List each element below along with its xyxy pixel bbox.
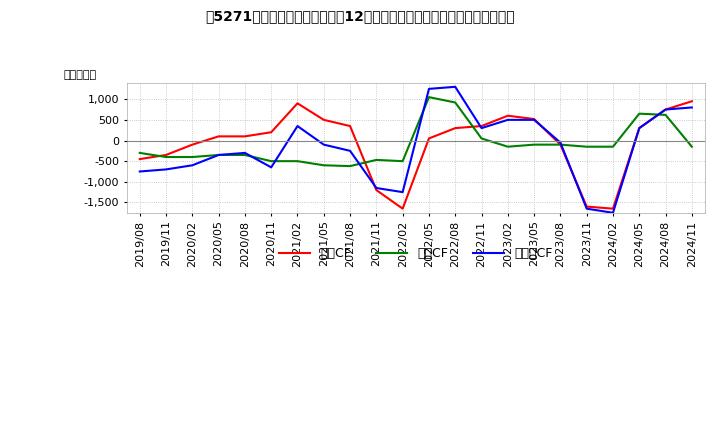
営業CF bbox=[372, 187, 381, 193]
フリーCF bbox=[582, 206, 591, 211]
投資CF bbox=[215, 152, 223, 158]
投資CF bbox=[451, 100, 459, 105]
営業CF bbox=[451, 125, 459, 131]
フリーCF bbox=[346, 148, 354, 154]
投資CF bbox=[635, 111, 644, 116]
営業CF bbox=[503, 113, 512, 118]
投資CF bbox=[556, 142, 564, 147]
営業CF bbox=[320, 117, 328, 122]
Legend: 営業CF, 投資CF, フリーCF: 営業CF, 投資CF, フリーCF bbox=[274, 242, 558, 265]
営業CF bbox=[530, 117, 539, 122]
営業CF bbox=[267, 130, 276, 135]
営業CF bbox=[608, 206, 617, 211]
営業CF bbox=[635, 125, 644, 131]
投資CF bbox=[240, 152, 249, 158]
Line: 投資CF: 投資CF bbox=[140, 97, 692, 166]
フリーCF bbox=[398, 190, 407, 195]
投資CF bbox=[608, 144, 617, 149]
Y-axis label: （百万円）: （百万円） bbox=[64, 70, 97, 80]
投資CF bbox=[688, 144, 696, 149]
フリーCF bbox=[688, 105, 696, 110]
フリーCF bbox=[372, 185, 381, 191]
営業CF bbox=[240, 134, 249, 139]
投資CF bbox=[135, 150, 144, 155]
フリーCF bbox=[215, 152, 223, 158]
投資CF bbox=[188, 154, 197, 160]
投資CF bbox=[267, 158, 276, 164]
営業CF bbox=[556, 142, 564, 147]
フリーCF bbox=[162, 167, 171, 172]
営業CF bbox=[162, 152, 171, 158]
営業CF bbox=[135, 157, 144, 162]
営業CF bbox=[293, 101, 302, 106]
フリーCF bbox=[320, 142, 328, 147]
営業CF bbox=[477, 123, 486, 128]
フリーCF bbox=[293, 123, 302, 128]
投資CF bbox=[320, 163, 328, 168]
営業CF bbox=[215, 134, 223, 139]
投資CF bbox=[372, 157, 381, 162]
投資CF bbox=[661, 112, 670, 117]
投資CF bbox=[530, 142, 539, 147]
フリーCF bbox=[451, 84, 459, 89]
投資CF bbox=[425, 95, 433, 100]
投資CF bbox=[398, 158, 407, 164]
投資CF bbox=[477, 136, 486, 141]
フリーCF bbox=[503, 117, 512, 122]
営業CF bbox=[688, 99, 696, 104]
営業CF bbox=[425, 136, 433, 141]
営業CF bbox=[346, 123, 354, 128]
投資CF bbox=[293, 158, 302, 164]
投資CF bbox=[346, 164, 354, 169]
フリーCF bbox=[267, 165, 276, 170]
フリーCF bbox=[556, 140, 564, 145]
営業CF bbox=[582, 204, 591, 209]
フリーCF bbox=[135, 169, 144, 174]
Line: フリーCF: フリーCF bbox=[140, 87, 692, 213]
営業CF bbox=[661, 107, 670, 112]
フリーCF bbox=[661, 107, 670, 112]
フリーCF bbox=[425, 86, 433, 92]
フリーCF bbox=[477, 125, 486, 131]
営業CF bbox=[188, 142, 197, 147]
フリーCF bbox=[608, 210, 617, 216]
フリーCF bbox=[240, 150, 249, 155]
Line: 営業CF: 営業CF bbox=[140, 101, 692, 209]
投資CF bbox=[162, 154, 171, 160]
フリーCF bbox=[188, 163, 197, 168]
営業CF bbox=[398, 206, 407, 211]
フリーCF bbox=[530, 117, 539, 122]
フリーCF bbox=[635, 125, 644, 131]
投資CF bbox=[582, 144, 591, 149]
投資CF bbox=[503, 144, 512, 149]
Text: ［5271］　キャッシュフローの12か月移動合計の対前年同期増減額の推移: ［5271］ キャッシュフローの12か月移動合計の対前年同期増減額の推移 bbox=[205, 9, 515, 23]
